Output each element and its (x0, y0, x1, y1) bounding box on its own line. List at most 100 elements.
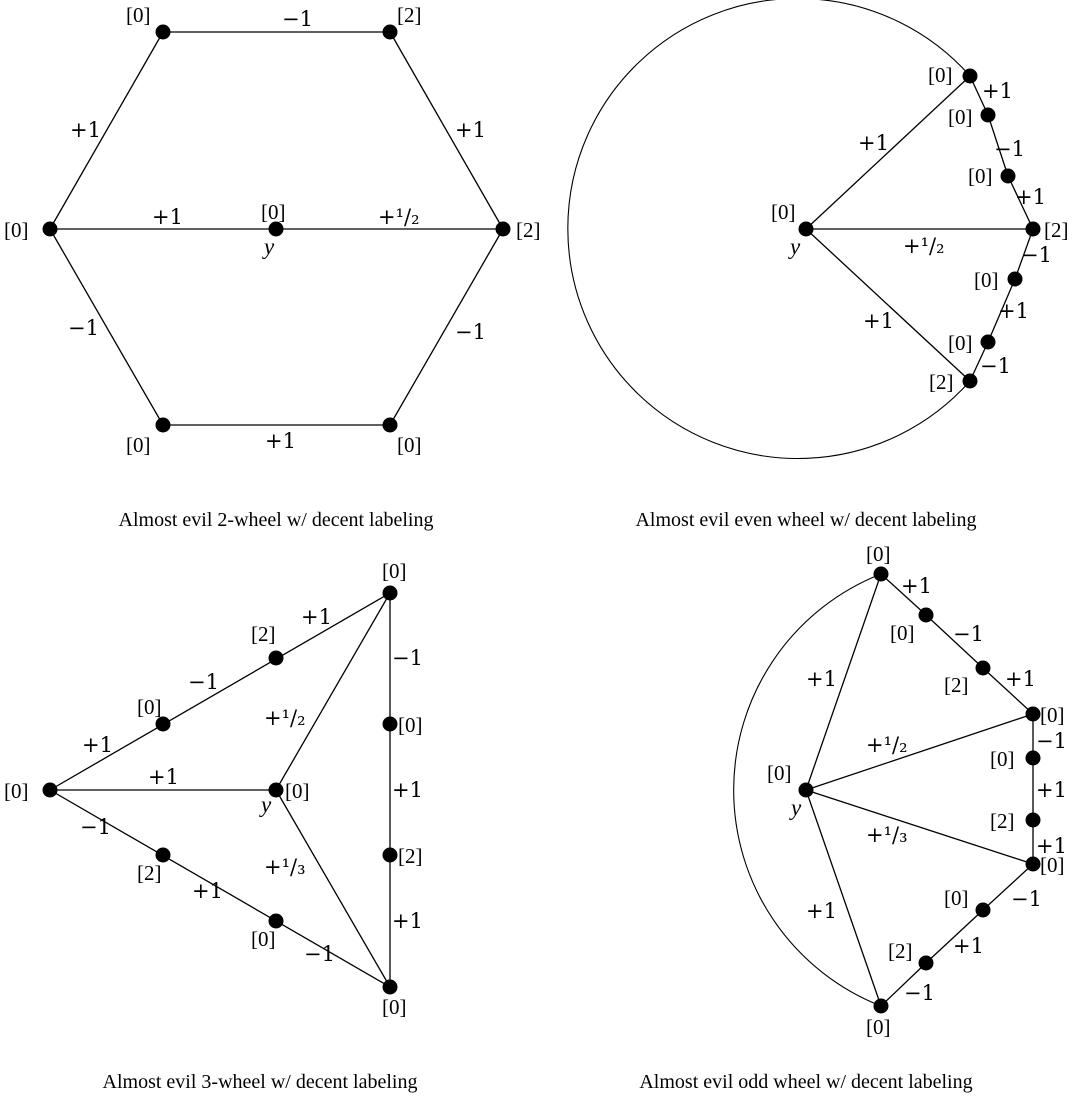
vertex-label: [0] (890, 621, 915, 645)
edge-label: +¹/₂ (866, 733, 908, 757)
vertex-label: [2] (990, 809, 1015, 833)
vertex-label: [2] (398, 844, 423, 868)
vertex (873, 566, 889, 582)
panel-odd-wheel: [0] [0] [2] [0] [0] [2] [0] [0] [2] [0] … (639, 542, 1067, 1093)
edge (805, 789, 1034, 865)
edge-label: +1 (148, 765, 179, 789)
edge-label: +1 (901, 574, 932, 598)
vertex-label: [2] (397, 3, 422, 27)
vertex (42, 782, 58, 798)
vertex-label: [0] (4, 218, 29, 242)
vertex-label: [0] (126, 3, 151, 27)
vertex (382, 847, 398, 863)
edge (805, 713, 1034, 791)
caption: Almost evil 3-wheel w/ decent labeling (103, 1071, 418, 1093)
vertex (962, 68, 978, 84)
center-label: y (789, 795, 802, 820)
vertex (382, 979, 398, 995)
vertex-label: [0] (928, 63, 953, 87)
vertex (975, 660, 991, 676)
vertex (980, 334, 996, 350)
vertex (798, 782, 814, 798)
panel-2-wheel: [0] [2] [0] [0] [2] [0] [0] y −1 +1 −1 +… (4, 3, 541, 531)
edge (1014, 228, 1034, 280)
edge-label: −1 (904, 981, 935, 1005)
edge-label: −1 (455, 320, 486, 344)
edge-label: −1 (1036, 729, 1067, 753)
edge (275, 789, 391, 988)
vertex-label: [0] (771, 200, 796, 224)
edge-label: +1 (1036, 834, 1067, 858)
vertex-label: [0] (382, 559, 407, 583)
edge (805, 228, 971, 382)
edge (987, 278, 1016, 343)
caption: Almost evil odd wheel w/ decent labeling (639, 1071, 972, 1093)
vertex-label: [2] (888, 939, 913, 963)
edge-label: +¹/₃ (264, 855, 306, 879)
vertex-label: [0] (944, 886, 969, 910)
panel-3-wheel: [0] [0] [0] [0] [2] [0] [2] [0] [0] [2] … (4, 559, 423, 1093)
vertex-label: [0] (137, 695, 162, 719)
vertex-label: [0] (866, 1015, 891, 1039)
vertex (798, 221, 814, 237)
caption: Almost evil 2-wheel w/ decent labeling (119, 509, 434, 531)
vertex (382, 716, 398, 732)
edge-label: +1 (806, 667, 837, 691)
edge-label: +1 (82, 733, 113, 757)
edge-label: −1 (68, 316, 99, 340)
edge (982, 667, 1034, 715)
edge (49, 592, 391, 791)
edge-label: +1 (806, 899, 837, 923)
vertex-label: [0] (948, 331, 973, 355)
vertex (1007, 271, 1023, 287)
edge-label: +1 (301, 605, 332, 629)
vertex (495, 221, 511, 237)
vertex (382, 24, 398, 40)
edge (805, 789, 882, 1007)
vertex (268, 913, 284, 929)
edge-label: −1 (1011, 887, 1042, 911)
vertex (1000, 168, 1016, 184)
edge (925, 614, 984, 669)
edge (880, 962, 927, 1007)
vertex (155, 417, 171, 433)
vertex (155, 847, 171, 863)
vertex (382, 417, 398, 433)
vertex (268, 782, 284, 798)
edge-label: −1 (304, 942, 335, 966)
panel-even-wheel: [0] [0] [0] [2] [0] [0] [2] [0] y +1 +¹/… (567, 0, 1069, 531)
vertex-label: [0] (251, 927, 276, 951)
edge (805, 573, 882, 791)
edge-label: +1 (1005, 667, 1036, 691)
edge-label: +¹/₃ (866, 823, 908, 847)
edge-label: +1 (953, 934, 984, 958)
edge-label: −1 (80, 815, 111, 839)
edge-label: +1 (998, 299, 1029, 323)
vertex (1025, 856, 1041, 872)
edge-label: −1 (953, 622, 984, 646)
vertex (1025, 221, 1041, 237)
edge-label: −1 (980, 354, 1011, 378)
vertex (155, 716, 171, 732)
vertex-label: [2] (1044, 218, 1069, 242)
edge-label: +1 (982, 79, 1013, 103)
edge (1007, 175, 1034, 230)
vertex-label: [2] (929, 370, 954, 394)
edge-label: +¹/₂ (378, 205, 420, 229)
caption: Almost evil even wheel w/ decent labelin… (635, 509, 976, 531)
vertex-label: [0] (382, 995, 407, 1019)
edge (880, 573, 927, 616)
edge-label: +1 (1036, 778, 1067, 802)
center-label: y (262, 234, 275, 259)
vertex-label: [0] (866, 542, 891, 566)
edge-label: +¹/₂ (903, 234, 945, 258)
center-label: y (788, 234, 801, 259)
edge (982, 863, 1034, 911)
edge-label: +1 (455, 118, 486, 142)
vertex (918, 955, 934, 971)
edge-label: +¹/₂ (264, 706, 306, 730)
vertex (382, 585, 398, 601)
vertex (1025, 706, 1041, 722)
edge-label: +1 (192, 879, 223, 903)
vertex-label: [0] (948, 105, 973, 129)
